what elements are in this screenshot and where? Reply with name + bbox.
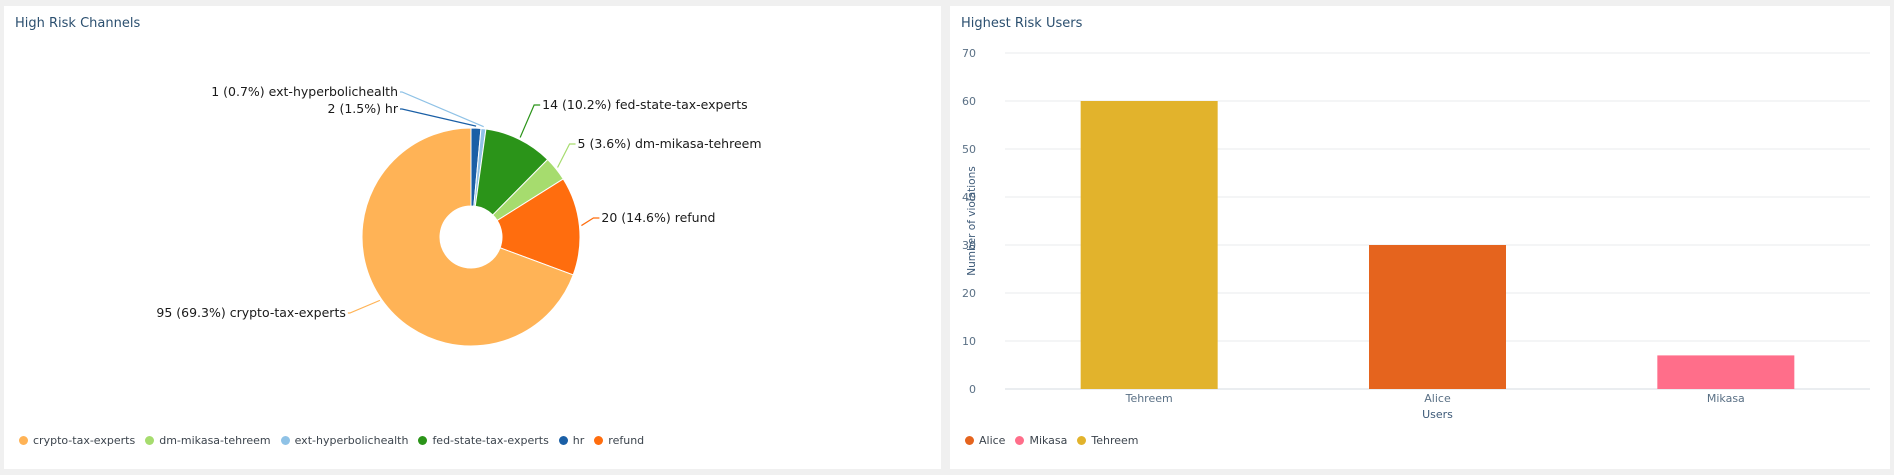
legend-dot-icon: [1077, 436, 1087, 445]
y-tick-label: 70: [962, 47, 976, 60]
legend-label: fed-state-tax-experts: [432, 434, 549, 447]
x-axis-title: Users: [1422, 408, 1453, 421]
panel-title: Highest Risk Users: [961, 16, 1083, 31]
leader-line-refund: [581, 217, 600, 227]
pie-legend-dm-mikasa-tehreem[interactable]: dm-mikasa-tehreem: [145, 434, 271, 447]
pie-legend-hr[interactable]: hr: [558, 434, 585, 447]
legend-dot-icon: [19, 436, 28, 445]
leader-line-hr: [400, 108, 477, 127]
leader-line-ext-hyperbolichealth: [400, 91, 484, 128]
bar-legend-tehreem[interactable]: Tehreem: [1077, 434, 1139, 447]
pie-legend-refund[interactable]: refund: [594, 434, 644, 447]
pie-legend-fed-state-tax-experts[interactable]: fed-state-tax-experts: [418, 434, 549, 447]
legend-label: ext-hyperbolichealth: [294, 434, 409, 447]
slice-label-ext-hyperbolichealth: 1 (0.7%) ext-hyperbolichealth: [211, 84, 398, 99]
x-tick-label: Tehreem: [1125, 392, 1173, 405]
y-tick-label: 30: [962, 239, 976, 252]
legend-label: crypto-tax-experts: [33, 434, 136, 447]
legend-label: refund: [608, 434, 645, 447]
y-tick-label: 60: [962, 95, 976, 108]
legend-dot-icon: [145, 436, 155, 445]
bar-legend-alice[interactable]: Alice: [965, 434, 1005, 447]
legend-label: hr: [572, 434, 585, 447]
bar-mikasa[interactable]: [1657, 355, 1795, 389]
bar-legend: Alice Mikasa Tehreem: [965, 434, 1139, 447]
y-tick-label: 50: [962, 143, 976, 156]
bar-alice[interactable]: [1369, 245, 1506, 389]
legend-dot-icon: [280, 436, 290, 445]
pie-chart: 2 (1.5%) hr 1 (0.7%) ext-hyperbolichealth…: [156, 84, 762, 347]
legend-dot-icon: [558, 436, 568, 445]
x-tick-label: Mikasa: [1707, 392, 1745, 405]
panel-title: High Risk Channels: [15, 16, 141, 31]
pie-legend: crypto-tax-experts dm-mikasa-tehreem ext-h…: [19, 434, 644, 447]
legend-label: dm-mikasa-tehreem: [159, 434, 271, 447]
slice-label-dm-mikasa-tehreem: 5 (3.6%) dm-mikasa-tehreem: [578, 136, 762, 151]
y-axis-title: Number of violations: [966, 166, 978, 275]
leader-line-dm-mikasa-tehreem: [557, 143, 576, 168]
leader-line-crypto-tax-experts: [347, 299, 381, 314]
slice-label-refund: 20 (14.6%) refund: [601, 210, 715, 225]
pie-legend-crypto-tax-experts[interactable]: crypto-tax-experts: [19, 434, 135, 447]
legend-label: Tehreem: [1091, 434, 1139, 447]
pie-slice-crypto-tax-experts[interactable]: [361, 127, 574, 347]
pie-legend-ext-hyperbolichealth[interactable]: ext-hyperbolichealth: [280, 434, 409, 447]
slice-label-fed-state-tax-experts: 14 (10.2%) fed-state-tax-experts: [542, 97, 748, 112]
high-risk-channels-panel: High Risk Channels 2 (1.5%) hr 1 (0.7%) e…: [4, 6, 941, 469]
bar-chart: 0 10 20 30 40 50 60 70 Tehreem Alice Mikasa Users Nu…: [962, 47, 1870, 421]
y-tick-label: 20: [962, 287, 976, 300]
leader-line-fed-state-tax-experts: [519, 104, 541, 138]
legend-label: Alice: [979, 434, 1006, 447]
y-tick-label: 10: [962, 335, 976, 348]
x-tick-label: Alice: [1424, 392, 1451, 405]
legend-dot-icon: [1015, 436, 1025, 445]
legend-dot-icon: [965, 436, 974, 445]
bar-tehreem[interactable]: [1080, 101, 1218, 389]
legend-dot-icon: [418, 436, 428, 445]
bar-legend-mikasa[interactable]: Mikasa: [1015, 434, 1067, 447]
slice-label-hr: 2 (1.5%) hr: [328, 101, 399, 116]
y-tick-label: 40: [962, 191, 976, 204]
highest-risk-users-panel: Highest Risk Users 0 10 20 30 40 50 60 70 Tehree…: [950, 6, 1890, 469]
slice-label-crypto-tax-experts: 95 (69.3%) crypto-tax-experts: [156, 305, 345, 320]
pie-slice-refund[interactable]: [496, 178, 581, 276]
legend-label: Mikasa: [1029, 434, 1068, 447]
y-tick-label: 0: [969, 383, 976, 396]
legend-dot-icon: [594, 436, 604, 445]
